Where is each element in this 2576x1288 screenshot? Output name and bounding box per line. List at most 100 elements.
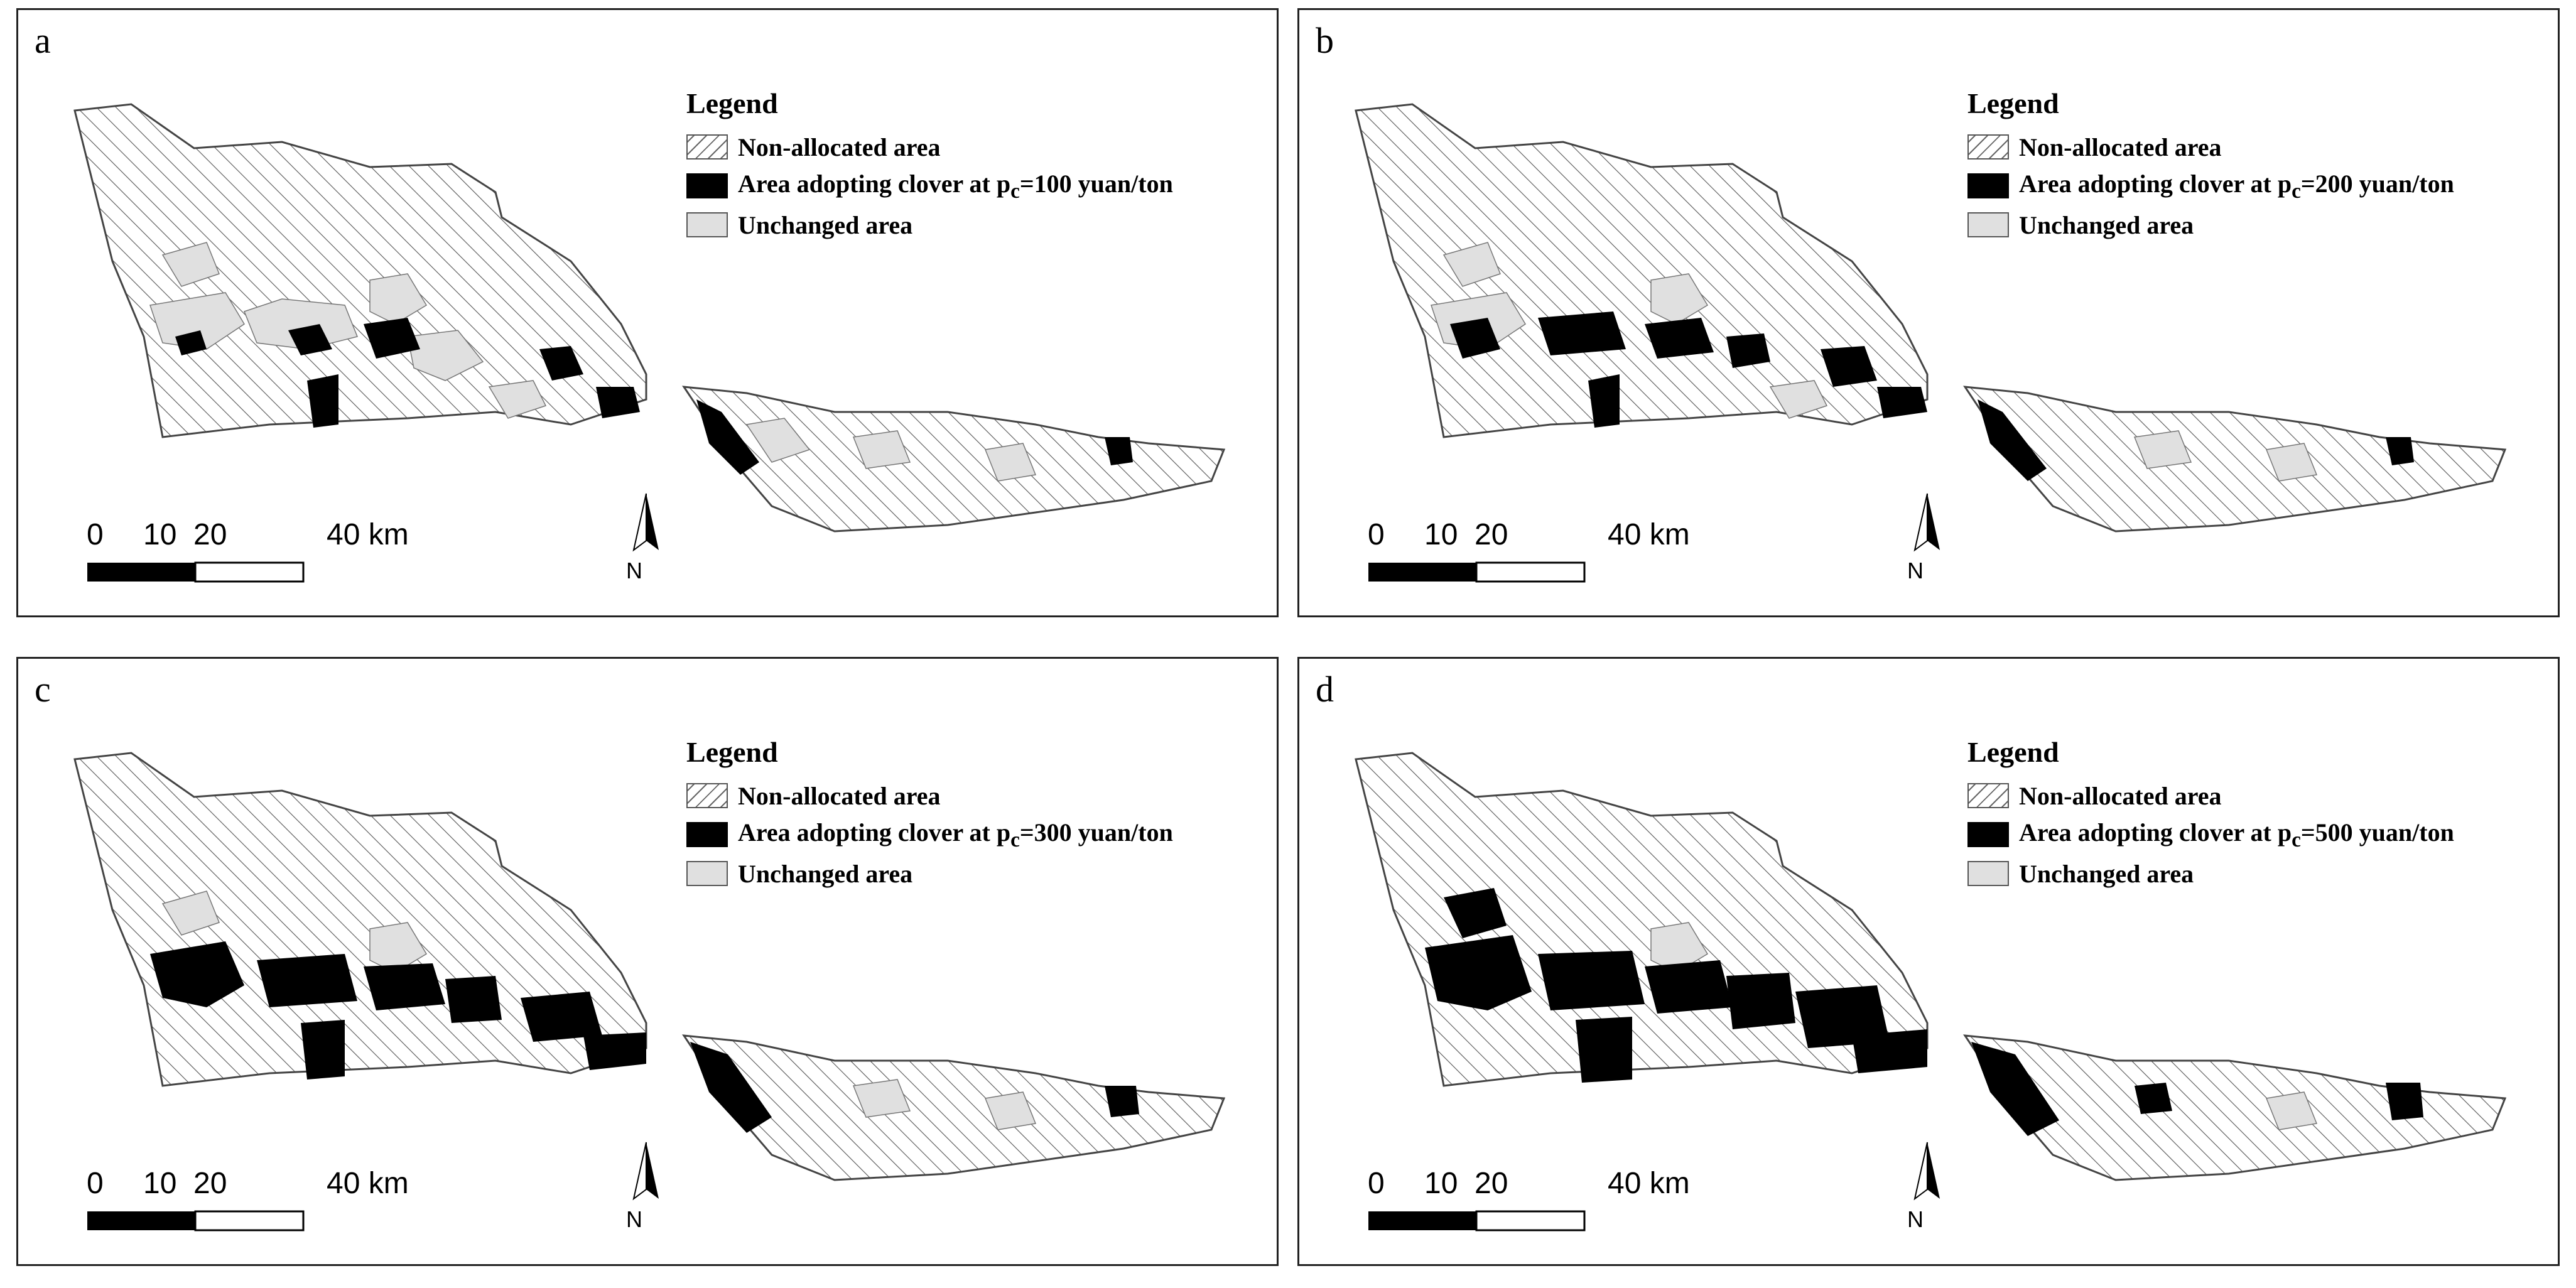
hatch-swatch-icon <box>1967 783 2009 808</box>
unchanged-patch <box>488 380 547 419</box>
legend-label: Non-allocated area <box>2019 133 2222 161</box>
clover-patch <box>307 374 338 428</box>
clover-patch <box>1726 973 1795 1029</box>
gray-swatch-icon <box>686 212 728 237</box>
clover-patch <box>1877 387 1927 418</box>
unchanged-patch <box>745 418 811 463</box>
hatch-swatch-icon <box>686 783 728 808</box>
clover-patch <box>596 387 640 418</box>
unchanged-patch <box>149 292 246 350</box>
legend-item-clover: Area adopting clover at pc=100 yuan/ton <box>686 166 1173 205</box>
unchanged-patch <box>369 922 428 973</box>
unchanged-patch <box>984 443 1037 482</box>
map-panel-d: d Legend Non-a <box>1297 657 2560 1266</box>
scale-bar-black <box>1368 563 1476 582</box>
black-swatch-icon <box>686 173 728 198</box>
clover-patch <box>696 399 759 475</box>
scale-label: 0 <box>87 518 104 551</box>
north-arrow-icon <box>632 1142 659 1201</box>
scale-label: 40 km <box>327 1167 409 1200</box>
legend-title: Legend <box>686 736 778 768</box>
clover-patch <box>583 1032 646 1070</box>
unchanged-patch <box>2265 443 2318 482</box>
study-area-map <box>73 103 1226 583</box>
clover-patch <box>521 992 602 1042</box>
black-swatch-icon <box>1967 822 2009 847</box>
north-label: N <box>1907 1206 1924 1232</box>
clover-patch <box>1645 318 1714 359</box>
clover-patch <box>690 1042 772 1133</box>
north-label: N <box>626 558 642 583</box>
scale-bar-black <box>1368 1211 1476 1230</box>
scale-bar-white <box>1475 561 1586 583</box>
clover-patch <box>1821 346 1877 387</box>
legend-item-non-allocated: Non-allocated area <box>686 127 1173 166</box>
scale-bar <box>87 561 305 583</box>
west-region <box>73 103 647 438</box>
legend-item-non-allocated: Non-allocated area <box>686 776 1173 815</box>
hatch-swatch-icon <box>1967 134 2009 160</box>
legend-item-non-allocated: Non-allocated area <box>1967 776 2454 815</box>
unchanged-patch <box>1442 242 1501 287</box>
legend-label: Unchanged area <box>738 859 913 888</box>
scale-label: 40 km <box>1608 518 1690 551</box>
clover-patch <box>2386 437 2414 465</box>
scale-bar-black <box>87 1211 195 1230</box>
clover-patch <box>1450 318 1500 359</box>
legend-label: Area adopting clover at pc=300 yuan/ton <box>738 818 1173 852</box>
black-swatch-icon <box>1967 173 2009 198</box>
clover-patch <box>2135 1083 2172 1114</box>
scale-label: 20 <box>1475 1167 1508 1200</box>
clover-patch <box>1645 960 1733 1014</box>
clover-patch <box>1795 985 1890 1048</box>
clover-patch <box>2386 1083 2423 1120</box>
legend-item-unchanged: Unchanged area <box>686 854 1173 893</box>
map-panel-b: b Legend <box>1297 8 2560 617</box>
legend-label: Unchanged area <box>738 210 913 239</box>
clover-patch <box>1444 888 1507 938</box>
scale-bar-white <box>1475 1210 1586 1231</box>
panel-letter: a <box>35 20 51 61</box>
scale-label: 40 km <box>327 518 409 551</box>
panel-letter: c <box>35 669 51 710</box>
legend-label: Area adopting clover at pc=500 yuan/ton <box>2019 818 2454 852</box>
scale-label: 0 <box>1368 518 1385 551</box>
unchanged-patch <box>407 330 484 381</box>
unchanged-patch <box>852 1079 911 1118</box>
legend: Legend Non-allocated area Area adopting … <box>686 735 1173 893</box>
clover-patch <box>364 318 420 359</box>
scale-label: 0 <box>87 1167 104 1200</box>
scale-label: 10 <box>143 1167 177 1200</box>
clover-patch <box>1852 1029 1927 1073</box>
clover-patch <box>150 941 244 1007</box>
legend-item-clover: Area adopting clover at pc=500 yuan/ton <box>1967 815 2454 854</box>
east-region <box>1962 1034 2507 1181</box>
gray-swatch-icon <box>1967 212 2009 237</box>
legend-item-clover: Area adopting clover at pc=200 yuan/ton <box>1967 166 2454 205</box>
legend-item-unchanged: Unchanged area <box>686 205 1173 244</box>
scale-bar-white <box>194 1210 305 1231</box>
clover-patch <box>1971 1042 2059 1136</box>
legend-label: Area adopting clover at pc=100 yuan/ton <box>738 169 1173 203</box>
scale-label: 10 <box>1424 1167 1458 1200</box>
unchanged-patch <box>2133 430 2192 469</box>
clover-patch <box>1425 935 1532 1010</box>
legend-label: Unchanged area <box>2019 859 2194 888</box>
clover-patch <box>1538 311 1626 355</box>
legend-title: Legend <box>1967 736 2059 768</box>
legend-title: Legend <box>686 87 778 119</box>
study-area-map <box>1355 103 2507 583</box>
legend-title: Legend <box>1967 87 2059 119</box>
legend-label: Unchanged area <box>2019 210 2194 239</box>
clover-patch <box>539 346 583 381</box>
scale-label: 0 <box>1368 1167 1385 1200</box>
gray-swatch-icon <box>1967 861 2009 886</box>
legend-label: Non-allocated area <box>2019 781 2222 810</box>
study-area-map <box>1355 752 2507 1231</box>
unchanged-patch <box>1769 380 1828 419</box>
clover-patch <box>1105 1086 1139 1117</box>
legend-item-unchanged: Unchanged area <box>1967 205 2454 244</box>
clover-patch <box>257 954 357 1007</box>
panel-letter: d <box>1316 669 1334 710</box>
scale-label: 20 <box>193 1167 227 1200</box>
